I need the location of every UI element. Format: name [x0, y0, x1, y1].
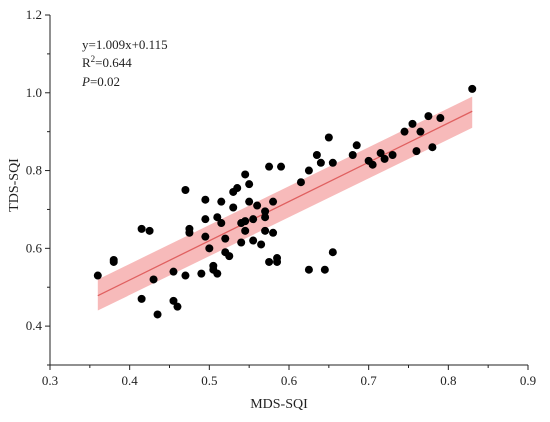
data-point [273, 254, 282, 263]
regression-equation: y=1.009x+0.115 [82, 37, 168, 52]
p-value-label: P=0.02 [81, 74, 120, 89]
data-point [249, 236, 258, 245]
data-point [320, 265, 329, 274]
data-point [261, 226, 270, 235]
data-point [169, 296, 178, 305]
p-symbol: P [81, 74, 90, 89]
x-tick-label: 0.9 [520, 373, 536, 388]
data-point [229, 203, 238, 212]
r-squared-superscript: 2 [91, 54, 96, 64]
y-tick-label: 0.4 [26, 318, 43, 333]
data-point [245, 197, 254, 206]
data-point [137, 224, 146, 233]
x-tick-label: 0.5 [201, 373, 217, 388]
data-point [261, 213, 270, 222]
x-tick-label: 0.4 [122, 373, 139, 388]
data-point [173, 302, 182, 311]
data-point [197, 269, 206, 278]
data-point [380, 154, 389, 163]
y-axis-title: TDS-SQI [7, 158, 22, 212]
data-point [376, 149, 385, 158]
axes: 0.3 0.4 0.5 0.6 0.7 0.8 0.9 0.4 0.6 0.8 1.0 1.2 MDS-… [7, 7, 536, 412]
data-point [436, 114, 445, 123]
data-point [277, 162, 286, 171]
data-point [261, 207, 270, 216]
data-point [324, 133, 333, 142]
data-point [93, 271, 102, 280]
data-point [400, 127, 409, 136]
r-squared-prefix: R [82, 55, 91, 70]
data-point [269, 197, 278, 206]
data-point [153, 310, 162, 319]
data-point [468, 84, 477, 93]
data-point [245, 180, 254, 189]
y-tick-label: 1.2 [26, 7, 42, 22]
data-point [269, 228, 278, 237]
data-point [109, 256, 118, 264]
data-point [328, 248, 337, 257]
data-point [328, 158, 337, 167]
data-point [257, 240, 266, 249]
regression-line [97, 110, 473, 297]
data-point [137, 294, 146, 303]
data-point [265, 257, 274, 266]
data-point [185, 224, 194, 233]
x-tick-label: 0.6 [281, 373, 298, 388]
data-point [412, 147, 421, 156]
data-point [316, 158, 325, 167]
data-point [201, 195, 210, 204]
data-point [181, 186, 190, 194]
data-point [205, 244, 214, 253]
data-point [217, 197, 226, 206]
data-point [149, 275, 158, 284]
data-point [221, 234, 230, 243]
y-tick-label: 0.8 [26, 163, 42, 178]
data-point [233, 184, 242, 193]
data-point [241, 226, 250, 235]
data-point [352, 141, 361, 150]
data-point [368, 160, 377, 169]
data-point [416, 127, 425, 136]
data-point [408, 119, 417, 128]
regression-annotation: y=1.009x+0.115 R2=0.644 P=0.02 [81, 37, 168, 89]
x-tick-label: 0.3 [42, 373, 58, 388]
data-point [201, 215, 210, 224]
data-point [312, 151, 321, 159]
x-axis-title: MDS-SQI [250, 397, 308, 412]
data-point [249, 215, 258, 224]
data-point [181, 271, 190, 280]
data-point [237, 238, 246, 247]
data-point [348, 151, 357, 159]
data-point [217, 219, 226, 228]
data-point [428, 143, 437, 152]
data-point [388, 151, 397, 159]
data-point [145, 226, 154, 235]
data-point [241, 170, 250, 179]
data-points [93, 84, 477, 319]
data-point [225, 252, 234, 261]
y-tick-label: 1.0 [26, 85, 42, 100]
x-tick-label: 0.8 [440, 373, 456, 388]
data-point [253, 201, 262, 210]
y-tick-label: 0.6 [26, 240, 43, 255]
data-point [201, 232, 210, 241]
data-point [241, 217, 250, 226]
data-point [169, 267, 178, 276]
data-point [213, 269, 222, 278]
r-squared-value: =0.644 [95, 55, 132, 70]
data-point [304, 265, 313, 274]
data-point [296, 178, 305, 187]
data-point [213, 213, 222, 222]
x-tick-label: 0.7 [361, 373, 378, 388]
data-point [424, 112, 433, 121]
r-squared-label: R2=0.644 [82, 54, 132, 70]
p-value: =0.02 [90, 74, 120, 89]
data-point [265, 162, 274, 171]
data-point [304, 166, 313, 175]
